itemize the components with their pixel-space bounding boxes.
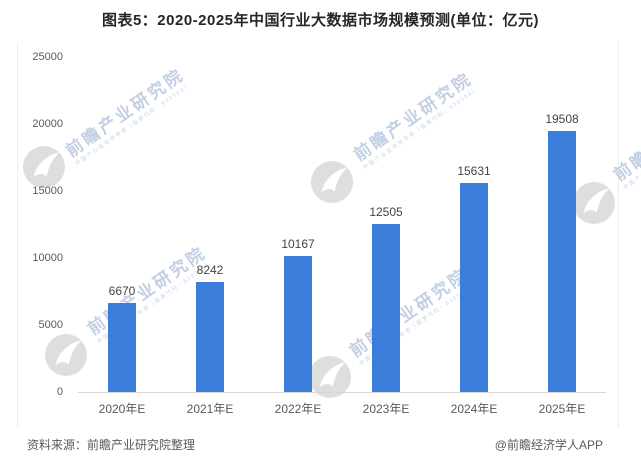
bar-value-label: 19508 <box>545 111 579 126</box>
qianzhan-logo-watermark-icon <box>309 356 351 398</box>
bar-group-2024: 15631 <box>430 57 518 392</box>
qianzhan-logo-watermark-icon <box>45 334 87 376</box>
bar-value-label: 10167 <box>281 236 315 251</box>
chart-frame: 前瞻产业研究院 中国产业咨询领导者（股票代码：839599） 前瞻产业研究院 中… <box>17 42 641 428</box>
page-title: 图表5：2020-2025年中国行业大数据市场规模预测(单位：亿元) <box>101 12 540 29</box>
x-axis-tick-label: 2023年E <box>362 402 410 416</box>
bar-2022 <box>284 255 312 392</box>
plot-area: 6670 8242 10167 12505 15631 19508 <box>78 57 606 393</box>
bar-group-2021: 8242 <box>166 57 254 392</box>
y-axis-tick-label: 15000 <box>32 185 63 197</box>
bar-value-label: 15631 <box>457 163 491 178</box>
x-axis-tick-label: 2024年E <box>450 402 498 416</box>
bar-2020 <box>108 302 136 392</box>
y-axis-tick-label: 20000 <box>32 118 63 130</box>
qianzhan-logo-watermark-icon <box>311 161 353 203</box>
qianzhan-logo-watermark-icon <box>23 146 65 188</box>
bar-value-label: 8242 <box>196 262 224 277</box>
qianzhan-logo-watermark-icon <box>573 182 615 224</box>
y-axis-tick-label: 0 <box>56 386 63 398</box>
bar-2021 <box>196 281 224 392</box>
y-axis-tick-label: 5000 <box>38 319 63 331</box>
watermark-text: 前瞻产业研究院 中国产业咨询领导者（股票代码：839599） <box>610 88 641 192</box>
bar-2023 <box>372 224 400 392</box>
bar-value-label: 12505 <box>369 205 403 220</box>
bar-2025 <box>548 130 576 392</box>
bar-group-2023: 12505 <box>342 57 430 392</box>
y-axis-tick-label: 25000 <box>32 51 63 63</box>
watermark-layer: 前瞻产业研究院 中国产业咨询领导者（股票代码：839599） 前瞻产业研究院 中… <box>18 42 641 428</box>
x-axis-tick-label: 2025年E <box>538 402 586 416</box>
source-note: 资料来源：前瞻产业研究院整理 <box>27 438 196 452</box>
bar-2024 <box>460 182 488 392</box>
bar-value-label: 6670 <box>108 283 136 298</box>
x-axis: 2020年E 2021年E 2022年E 2023年E 2024年E 2025年… <box>78 400 606 417</box>
credit-note: @前瞻经济学人APP <box>494 438 603 452</box>
bar-group-2022: 10167 <box>254 57 342 392</box>
bar-group-2025: 19508 <box>518 57 606 392</box>
x-axis-tick-label: 2020年E <box>98 402 146 416</box>
y-axis-tick-label: 10000 <box>32 252 63 264</box>
x-axis-tick-label: 2021年E <box>186 402 234 416</box>
bar-group-2020: 6670 <box>78 57 166 392</box>
x-axis-tick-label: 2022年E <box>274 402 322 416</box>
